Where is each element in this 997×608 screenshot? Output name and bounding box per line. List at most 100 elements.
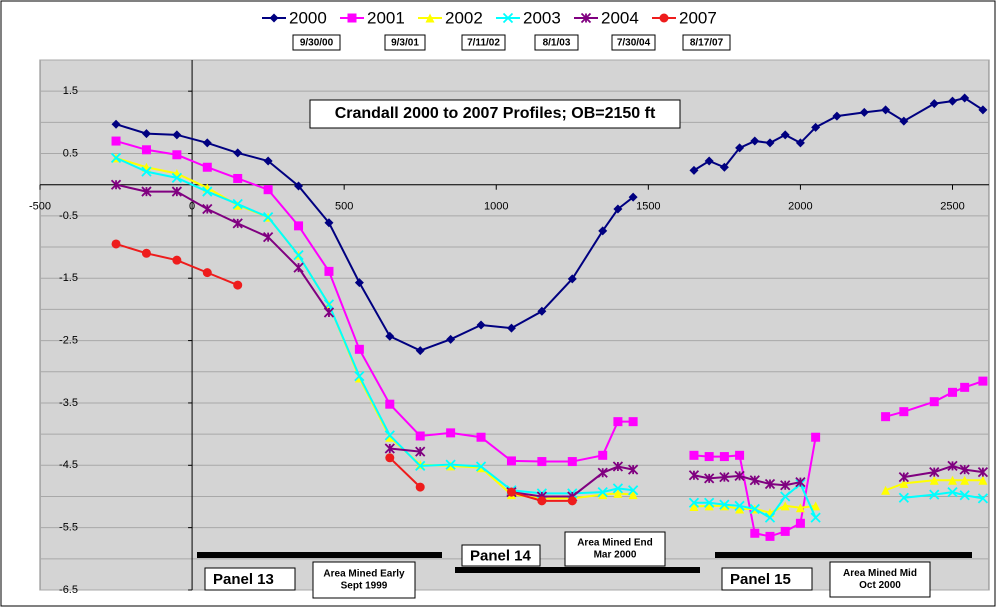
x-tick-label: 1500 (636, 201, 660, 213)
marker (795, 503, 805, 513)
panel-bar (715, 552, 972, 558)
date-box (534, 34, 579, 51)
marker (749, 475, 760, 486)
marker (764, 478, 776, 490)
annotation-box (721, 567, 813, 591)
marker (202, 268, 212, 278)
marker (202, 138, 212, 148)
legend-label: 2004 (601, 8, 639, 27)
marker (689, 450, 699, 460)
marker (347, 13, 357, 23)
marker (269, 13, 279, 23)
annotation: Panel 13 (213, 571, 274, 588)
marker (202, 162, 212, 172)
marker (232, 218, 243, 229)
marker (977, 493, 989, 504)
marker (764, 512, 776, 523)
marker (795, 138, 805, 148)
marker (354, 278, 364, 288)
marker (811, 432, 821, 442)
marker (898, 472, 909, 483)
marker (172, 130, 182, 140)
marker (476, 432, 486, 442)
panel-bar (455, 567, 700, 573)
marker (735, 143, 745, 153)
marker (111, 239, 121, 249)
marker (929, 489, 940, 500)
marker (810, 512, 821, 523)
annotation-box (564, 531, 666, 567)
marker (947, 486, 958, 498)
marker (415, 460, 426, 472)
marker (628, 490, 638, 500)
marker (749, 503, 760, 515)
marker (567, 457, 577, 467)
marker (765, 531, 775, 541)
marker (977, 467, 989, 478)
marker (598, 490, 608, 500)
marker (750, 528, 760, 538)
marker (445, 459, 456, 470)
marker (506, 323, 516, 333)
marker (141, 248, 151, 258)
marker (795, 518, 805, 528)
marker (612, 461, 624, 472)
y-tick-label: -1.5 (59, 272, 78, 284)
y-tick-label: -5.5 (59, 522, 78, 534)
marker (628, 192, 638, 202)
marker (959, 464, 970, 475)
x-tick-label: 500 (335, 201, 353, 213)
marker (735, 504, 745, 514)
marker (688, 497, 700, 508)
marker (171, 172, 183, 183)
annotation-box (829, 561, 931, 598)
marker (425, 13, 435, 23)
annotation: Area Mined End (577, 538, 653, 549)
marker (899, 478, 909, 488)
marker (811, 501, 821, 511)
marker (881, 105, 891, 115)
marker (171, 186, 183, 197)
marker (385, 331, 395, 341)
marker (262, 211, 274, 223)
legend-label: 2002 (445, 8, 483, 27)
marker (111, 119, 121, 129)
x-tick-label: 2000 (788, 201, 812, 213)
annotation: Oct 2000 (859, 580, 901, 591)
marker (960, 382, 970, 392)
annotation-box (204, 567, 296, 591)
marker (929, 475, 939, 485)
marker (110, 152, 122, 164)
chart-title: Crandall 2000 to 2007 Profiles; OB=2150 … (335, 105, 656, 122)
annotation: Sept 1999 (341, 581, 388, 592)
marker (415, 482, 425, 492)
marker (385, 432, 395, 442)
marker (294, 181, 304, 191)
marker (734, 470, 745, 482)
marker (537, 306, 547, 316)
marker (948, 96, 957, 106)
legend-label: 2001 (367, 8, 405, 27)
marker (719, 499, 730, 510)
date-box (292, 34, 341, 51)
marker (233, 173, 243, 183)
legend-label: 2007 (679, 8, 717, 27)
y-tick-label: -4.5 (59, 459, 78, 471)
marker (263, 185, 273, 195)
marker (899, 116, 909, 126)
marker (598, 226, 608, 236)
marker (960, 93, 970, 103)
marker (415, 446, 426, 457)
marker (141, 145, 151, 155)
marker (567, 274, 577, 284)
marker (881, 412, 891, 422)
marker (385, 453, 395, 463)
marker (750, 136, 760, 146)
marker (929, 397, 939, 407)
marker (704, 156, 714, 166)
marker (354, 370, 365, 382)
marker (899, 407, 909, 417)
marker (960, 475, 970, 485)
marker (502, 12, 514, 24)
